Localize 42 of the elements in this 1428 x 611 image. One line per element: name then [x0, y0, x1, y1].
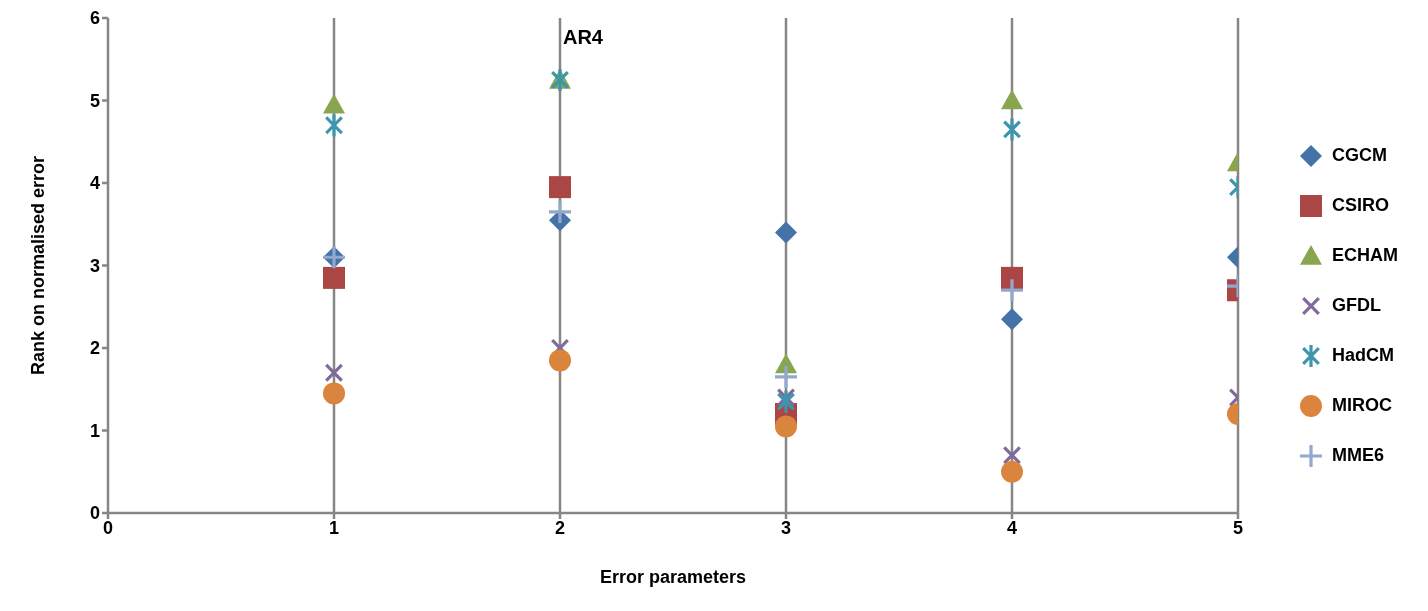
point — [1003, 446, 1021, 465]
chart-title: AR4 — [562, 26, 603, 48]
y-tick-label: 0 — [89, 503, 100, 524]
point — [549, 176, 571, 199]
point — [1001, 279, 1023, 302]
x-tick-label: 1 — [328, 517, 340, 538]
point — [549, 200, 571, 223]
x-axis-title: Error parameters — [599, 567, 747, 587]
x-tick-label: 4 — [1006, 517, 1018, 538]
point — [1003, 118, 1021, 141]
x-tick-label: 3 — [780, 517, 792, 538]
y-tick-label: 6 — [89, 8, 100, 29]
point — [323, 93, 345, 114]
legend-label: HadCM — [1332, 345, 1394, 366]
y-tick-label: 1 — [89, 420, 100, 441]
x-tick-label: 2 — [554, 517, 566, 538]
x-tick-label: 5 — [1232, 517, 1244, 538]
point — [325, 114, 343, 137]
legend-label: CGCM — [1332, 145, 1387, 166]
point — [549, 349, 571, 372]
point — [775, 221, 797, 244]
point — [325, 363, 343, 382]
point — [1001, 266, 1023, 289]
y-axis-title: Rank on normalised error — [28, 155, 49, 376]
y-tick-label: 3 — [89, 255, 100, 276]
y-tick-label: 5 — [89, 90, 100, 111]
point — [1001, 89, 1023, 110]
legend-label: ECHAM — [1332, 245, 1398, 266]
point — [1001, 460, 1023, 483]
y-tick-label: 4 — [89, 173, 100, 194]
point — [777, 390, 795, 413]
point — [775, 365, 797, 388]
y-tick-label: 2 — [89, 338, 100, 359]
legend-label: MIROC — [1332, 395, 1392, 416]
point — [775, 415, 797, 438]
x-tick-label: 0 — [102, 517, 114, 538]
point — [323, 382, 345, 405]
legend-label: CSIRO — [1332, 195, 1390, 216]
point — [1001, 308, 1023, 331]
legend-label: GFDL — [1332, 295, 1381, 316]
point — [323, 266, 345, 289]
legend-label: MME6 — [1332, 445, 1385, 466]
